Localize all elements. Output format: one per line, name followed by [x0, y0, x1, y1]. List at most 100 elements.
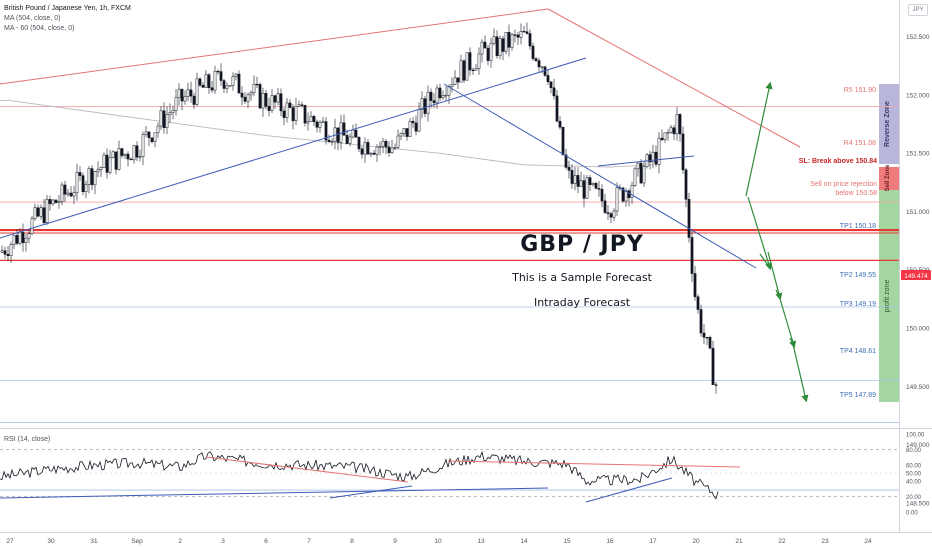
- candle-body: [207, 74, 211, 89]
- candle-body: [312, 116, 316, 123]
- candle-body: [390, 147, 394, 153]
- candle-body: [282, 110, 286, 118]
- candle-body: [126, 153, 130, 160]
- rsi-support-trendline-3[interactable]: [585, 477, 673, 503]
- candle-body: [105, 154, 109, 173]
- candle-body: [183, 96, 187, 102]
- candle-body: [351, 129, 355, 138]
- candle-body: [144, 131, 148, 135]
- rsi-legend[interactable]: RSI (14, close): [4, 436, 51, 443]
- price-axis[interactable]: [899, 0, 932, 532]
- candle-body: [582, 180, 586, 199]
- currency-badge[interactable]: JPY: [908, 4, 928, 16]
- price-tick-label: 151.000: [906, 209, 930, 216]
- descending-resistance-trendline[interactable]: [547, 8, 801, 148]
- upper-resistance-trendline[interactable]: [0, 8, 549, 85]
- candle-body: [99, 167, 103, 170]
- down-arrow-1[interactable]: [747, 196, 773, 271]
- candle-body: [486, 47, 490, 61]
- time-axis[interactable]: 27 30 31 Sep 2 3 6 7 8 9 10 13 14 15 16 17 20 21 22 23 24: [6, 538, 872, 545]
- short-support-trendline[interactable]: [597, 155, 695, 167]
- ma-legend-1[interactable]: MA (504, close, 0): [4, 15, 61, 22]
- candle-body: [87, 168, 91, 185]
- candle-body: [12, 235, 16, 245]
- down-arrow-3[interactable]: [777, 291, 797, 349]
- tp2-label: TP2 149.55: [840, 272, 876, 279]
- candle-body: [606, 212, 610, 214]
- candle-body: [540, 66, 544, 68]
- candle-body: [633, 168, 637, 186]
- candle-body: [561, 126, 565, 156]
- candle-body: [153, 132, 157, 142]
- up-arrow[interactable]: [745, 81, 773, 197]
- ma-504-line: [0, 100, 654, 168]
- candle-body: [402, 128, 406, 134]
- symbol-title[interactable]: British Pound / Japanese Yen, 1h, FXCM: [4, 5, 131, 12]
- candle-body: [93, 171, 97, 186]
- candle-body: [354, 129, 358, 138]
- time-tick-label: 3: [221, 538, 225, 545]
- down-arrow-2[interactable]: [767, 251, 783, 301]
- candle-body: [180, 88, 184, 102]
- time-tick-label: 2: [178, 538, 182, 545]
- time-tick-label: 20: [692, 538, 700, 545]
- sell-label-line1: Sell on price rejection: [810, 181, 877, 188]
- ma-legend-2[interactable]: MA - 60 (504, close, 0): [4, 25, 75, 32]
- candle-body: [225, 85, 229, 89]
- time-tick-label: 6: [264, 538, 268, 545]
- candle-body: [165, 114, 169, 128]
- tp4-label: TP4 148.61: [840, 348, 876, 355]
- rsi-tick-label: 20.00: [906, 495, 922, 501]
- candle-body: [63, 184, 67, 195]
- candle-body: [417, 109, 421, 132]
- candle-body: [297, 104, 301, 107]
- candle-body: [186, 89, 190, 97]
- rsi-resistance-trendline[interactable]: [205, 456, 409, 483]
- candle-body: [177, 88, 181, 98]
- candle-body: [477, 53, 481, 69]
- candle-body: [462, 60, 466, 81]
- rsi-pane[interactable]: [0, 429, 899, 532]
- candle-body: [501, 38, 505, 52]
- candle-body: [384, 140, 388, 148]
- candle-body: [171, 110, 175, 113]
- candle-body: [594, 183, 598, 189]
- candle-body: [57, 201, 61, 204]
- down-arrow-4[interactable]: [791, 339, 809, 403]
- candle-body: [24, 237, 28, 243]
- candle-body: [72, 192, 76, 197]
- rsi-support-trendline[interactable]: [0, 487, 549, 499]
- ascending-support-trendline[interactable]: [0, 57, 587, 239]
- candle-body: [708, 337, 712, 349]
- candle-body: [36, 207, 40, 217]
- rsi-support-trendline-2[interactable]: [329, 485, 413, 499]
- candle-body: [504, 32, 508, 52]
- candle-body: [156, 125, 160, 134]
- profit-zone-label: profit zone: [884, 280, 891, 313]
- candle-body: [240, 92, 244, 98]
- main-pane[interactable]: [0, 0, 899, 428]
- candle-body: [564, 154, 568, 168]
- candle-body: [129, 158, 133, 161]
- candle-body: [654, 151, 658, 165]
- candle-body: [363, 142, 367, 155]
- candle-body: [642, 166, 646, 184]
- time-tick-label: 27: [6, 538, 14, 545]
- candle-body: [552, 87, 556, 97]
- candle-body: [138, 156, 142, 158]
- candle-body: [585, 177, 589, 199]
- r5-label: R5 151.90: [844, 87, 876, 94]
- time-tick-label: 23: [821, 538, 829, 545]
- candle-body: [435, 87, 439, 104]
- candle-body: [660, 137, 664, 140]
- candle-body: [216, 70, 220, 73]
- current-price-badge: [901, 270, 931, 280]
- candle-body: [663, 132, 667, 140]
- candle-body: [546, 75, 550, 83]
- candle-body: [468, 52, 472, 71]
- candle-body: [66, 192, 70, 195]
- rsi-resistance-trendline-2[interactable]: [447, 460, 741, 468]
- time-tick-label: 7: [307, 538, 311, 545]
- descending-channel-trendline[interactable]: [443, 83, 757, 269]
